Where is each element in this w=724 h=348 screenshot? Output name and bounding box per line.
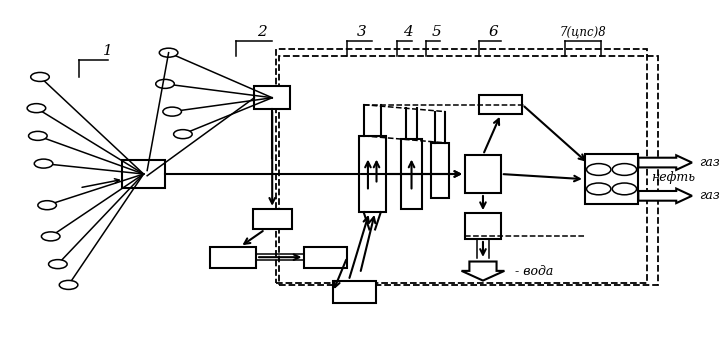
Bar xyxy=(210,247,256,268)
Circle shape xyxy=(613,164,636,175)
Bar xyxy=(122,160,165,188)
Text: 2: 2 xyxy=(256,25,266,39)
Bar xyxy=(585,154,639,204)
Circle shape xyxy=(28,131,47,140)
Circle shape xyxy=(163,107,182,116)
Circle shape xyxy=(59,280,78,290)
Bar xyxy=(254,87,290,109)
Circle shape xyxy=(27,104,46,113)
Bar xyxy=(401,139,422,209)
Bar xyxy=(432,143,449,198)
FancyArrow shape xyxy=(639,189,692,203)
Text: 1: 1 xyxy=(103,44,113,58)
Text: газ: газ xyxy=(699,156,720,169)
Text: 3: 3 xyxy=(357,25,366,39)
Circle shape xyxy=(30,72,49,81)
Bar xyxy=(358,136,386,212)
Bar xyxy=(465,155,501,193)
Text: 4: 4 xyxy=(403,25,413,39)
Text: - вода: - вода xyxy=(515,266,554,278)
Circle shape xyxy=(586,164,611,175)
Text: газ: газ xyxy=(699,189,720,202)
Text: 7(цпс)8: 7(цпс)8 xyxy=(560,26,607,39)
Text: 6: 6 xyxy=(489,25,499,39)
Circle shape xyxy=(156,79,174,88)
Circle shape xyxy=(34,159,53,168)
Bar xyxy=(479,95,522,114)
Circle shape xyxy=(613,183,636,195)
Circle shape xyxy=(174,130,192,139)
FancyArrow shape xyxy=(639,155,692,170)
Circle shape xyxy=(159,48,178,57)
Circle shape xyxy=(49,260,67,269)
Bar xyxy=(333,280,376,303)
Bar xyxy=(304,247,348,268)
Text: 5: 5 xyxy=(432,25,442,39)
Bar xyxy=(465,213,501,239)
Text: нефть: нефть xyxy=(651,171,695,184)
Circle shape xyxy=(586,183,611,195)
Bar xyxy=(276,49,647,283)
Circle shape xyxy=(38,201,56,210)
Bar xyxy=(279,56,658,285)
FancyArrow shape xyxy=(461,261,505,280)
Bar xyxy=(253,209,292,229)
Circle shape xyxy=(41,232,60,241)
